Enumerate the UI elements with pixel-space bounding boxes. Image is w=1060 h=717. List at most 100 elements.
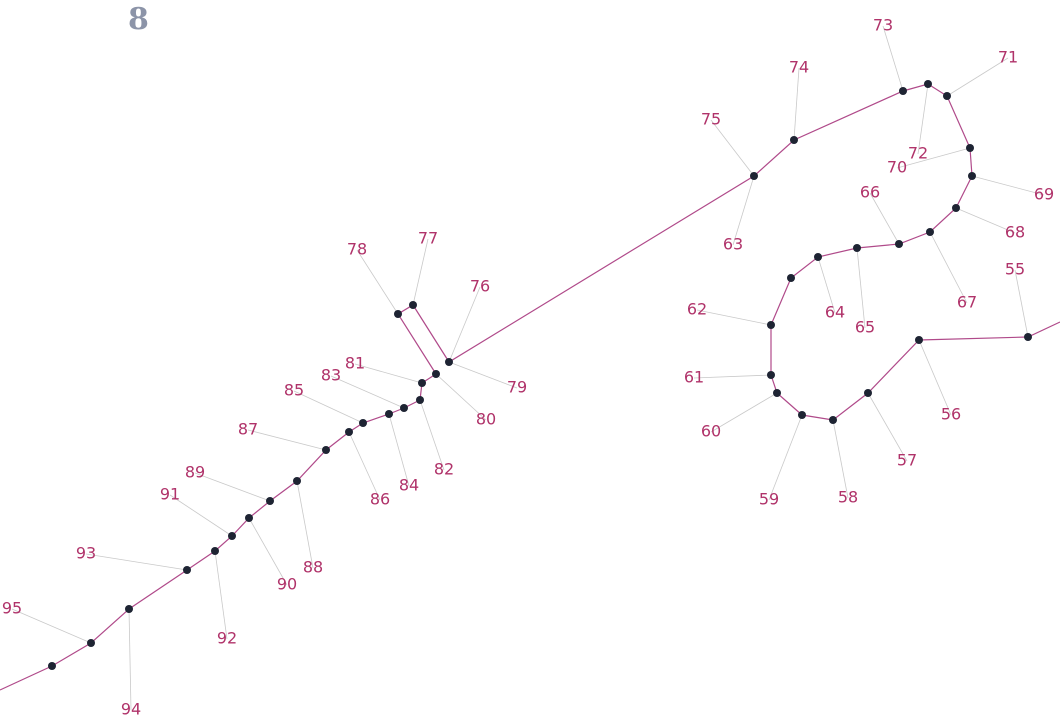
dot-label: 83: [321, 366, 341, 385]
dot-marker: [394, 310, 402, 318]
leader-line: [356, 249, 399, 315]
leader-line: [867, 392, 908, 462]
dot-marker: [359, 419, 367, 427]
leader-line: [348, 431, 381, 501]
dot-label: 79: [507, 378, 527, 397]
leader-line: [296, 480, 314, 569]
leader-line: [247, 429, 327, 451]
leader-line: [11, 608, 92, 644]
dot-label: 71: [998, 48, 1018, 67]
leader-line: [882, 25, 904, 92]
leader-line: [955, 207, 1016, 234]
dot-marker: [895, 240, 903, 248]
leader-line: [214, 550, 228, 640]
dot-label: 90: [277, 575, 297, 594]
dot-marker: [814, 253, 822, 261]
dot-marker: [926, 228, 934, 236]
dot-label: 55: [1005, 260, 1025, 279]
dot-marker: [1024, 333, 1032, 341]
leader-line: [448, 361, 518, 389]
dot-markers: [48, 80, 1032, 670]
dot-marker: [416, 396, 424, 404]
dot-marker: [924, 80, 932, 88]
dot-label: 94: [121, 700, 141, 717]
dot-marker: [409, 301, 417, 309]
dot-marker: [790, 136, 798, 144]
leader-line: [419, 399, 445, 471]
leader-line: [435, 373, 487, 421]
leader-line: [710, 392, 778, 433]
leader-line: [1014, 269, 1029, 338]
dot-marker: [345, 428, 353, 436]
dot-marker: [183, 566, 191, 574]
leader-line: [693, 374, 772, 379]
dot-marker: [228, 532, 236, 540]
leader-line: [293, 390, 364, 424]
leader-line: [793, 67, 800, 141]
leader-line: [817, 256, 836, 314]
dot-label: 68: [1005, 223, 1025, 242]
leader-line: [710, 119, 755, 177]
dot-marker: [899, 87, 907, 95]
leader-line: [768, 414, 803, 501]
dot-marker: [293, 477, 301, 485]
dot-label: 86: [370, 490, 390, 509]
dot-label: 75: [701, 110, 721, 129]
dot-marker: [773, 389, 781, 397]
dot-label: 67: [957, 293, 977, 312]
dot-marker: [915, 336, 923, 344]
dot-marker: [125, 605, 133, 613]
dot-marker: [864, 389, 872, 397]
leader-line: [896, 147, 971, 169]
dot-marker: [87, 639, 95, 647]
dot-label: 78: [347, 240, 367, 259]
leader-line: [929, 231, 968, 304]
dot-label: 77: [418, 229, 438, 248]
dot-label: 81: [345, 354, 365, 373]
dot-marker: [853, 244, 861, 252]
dot-label: 80: [476, 410, 496, 429]
dot-marker: [385, 410, 393, 418]
dot-label: 64: [825, 303, 845, 322]
dot-marker: [943, 92, 951, 100]
dot-marker: [750, 172, 758, 180]
leader-line: [194, 472, 271, 502]
dot-label: 66: [860, 183, 880, 202]
dot-marker: [767, 321, 775, 329]
leader-line: [85, 553, 188, 571]
dot-label: 88: [303, 558, 323, 577]
page-number: 8: [128, 2, 149, 37]
dot-label: 61: [684, 368, 704, 387]
leader-line: [869, 192, 900, 245]
leader-line: [917, 83, 929, 155]
dot-marker: [445, 358, 453, 366]
leader-line: [832, 419, 849, 499]
dot-marker: [432, 370, 440, 378]
leader-line: [918, 339, 952, 416]
dot-label: 57: [897, 451, 917, 470]
dot-label: 93: [76, 544, 96, 563]
dot-label: 62: [687, 300, 707, 319]
dot-marker: [211, 547, 219, 555]
leader-line: [448, 286, 481, 363]
dot-label: 82: [434, 460, 454, 479]
dot-label: 56: [941, 405, 961, 424]
leader-line: [128, 608, 132, 711]
dot-label: 72: [908, 144, 928, 163]
leader-line: [354, 363, 423, 384]
leader-line: [971, 175, 1045, 196]
leader-line: [412, 238, 429, 306]
leader-lines: [11, 25, 1045, 711]
dot-label: 76: [470, 277, 490, 296]
dot-marker: [245, 514, 253, 522]
dot-label: 85: [284, 381, 304, 400]
dot-marker: [266, 497, 274, 505]
dot-marker: [829, 416, 837, 424]
dot-label: 73: [873, 16, 893, 35]
dot-marker: [767, 371, 775, 379]
dot-label: 92: [217, 629, 237, 648]
dot-label: 91: [160, 485, 180, 504]
dot-labels: 55 56 57 58 59 60 61 62 63 64 65 66 67 68 69 70 71 72 73 74…: [2, 16, 1054, 717]
dot-label: 84: [399, 476, 419, 495]
